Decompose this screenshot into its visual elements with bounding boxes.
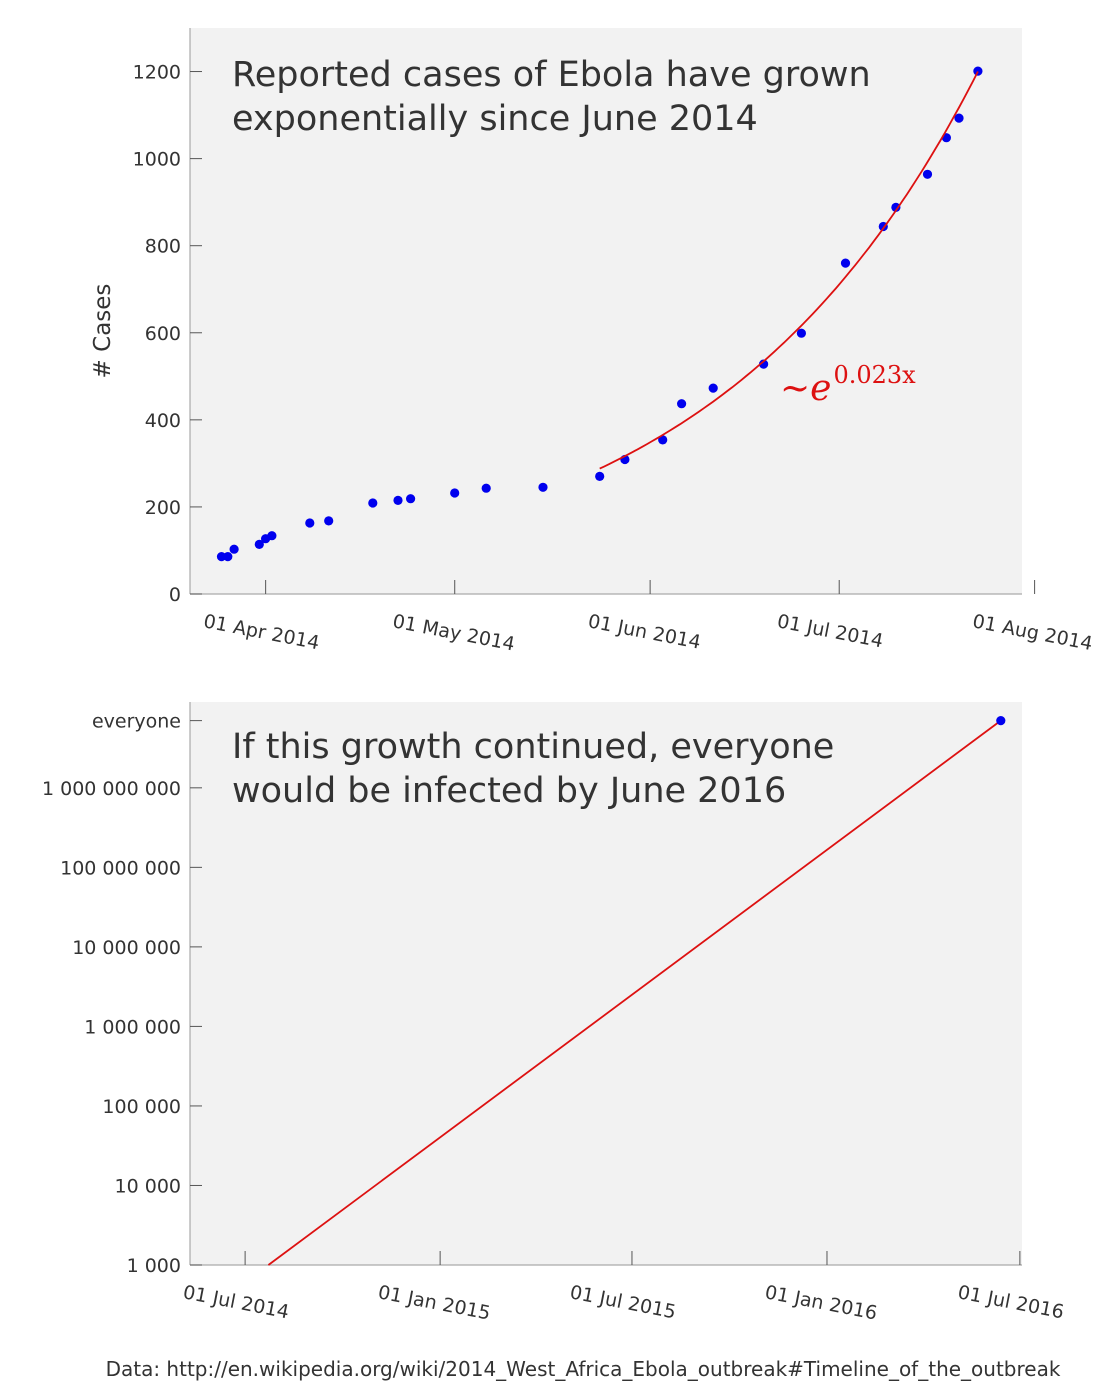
- y-tick-label: 1200: [133, 62, 181, 84]
- data-point: [840, 258, 851, 268]
- growth-rate-annotation: ~e0.023x: [780, 361, 916, 409]
- cases-linear-chart: 0 200 400 600 800 1000 1200 01 Apr 2014 01 May 2…: [90, 28, 1094, 656]
- x-tick-label: 01 Jul 2014: [775, 610, 885, 652]
- data-point: [254, 539, 264, 550]
- data-point: [324, 516, 334, 526]
- x-tick-label: 01 Jul 2015: [568, 1281, 678, 1323]
- y-tick-label: 100 000: [102, 1096, 181, 1118]
- x-tick-label: 01 May 2014: [391, 610, 517, 655]
- plot-area: [190, 28, 1022, 594]
- x-tick-label: 01 Jul 2016: [956, 1281, 1066, 1323]
- data-point: [891, 202, 901, 212]
- annotation-exponent: 0.023x: [833, 361, 916, 389]
- y-tick-label: 1 000 000: [84, 1016, 181, 1038]
- y-tick-label: 1 000: [127, 1255, 181, 1277]
- series-line: [599, 71, 979, 470]
- y-tick-label: 10 000: [115, 1175, 181, 1197]
- y-tick-label: 100 000 000: [60, 857, 181, 879]
- y-tick-label: 400: [145, 410, 181, 432]
- data-point: [996, 716, 1006, 726]
- data-point: [229, 544, 239, 554]
- y-tick-label: 1000: [133, 149, 181, 171]
- y-tick-label: 10 000 000: [72, 937, 181, 959]
- y-tick-label: 600: [145, 323, 181, 345]
- data-point: [216, 552, 227, 562]
- data-point: [677, 399, 687, 409]
- data-point: [406, 494, 416, 504]
- x-tick-label: 01 Jan 2016: [763, 1281, 879, 1324]
- data-point: [368, 498, 378, 508]
- x-tick-label: 01 Jan 2015: [376, 1281, 492, 1324]
- data-point: [305, 518, 315, 528]
- data-point: [481, 483, 491, 493]
- data-point: [223, 552, 233, 562]
- y-tick-label: 1 000 000 000: [42, 778, 181, 800]
- y-tick-label: 200: [145, 497, 181, 519]
- data-source-note: Data: http://en.wikipedia.org/wiki/2014_…: [105, 1357, 1061, 1381]
- y-tick-label: 0: [169, 584, 181, 606]
- x-tick-label: 01 Jul 2014: [181, 1281, 291, 1323]
- x-tick-label: 01 Aug 2014: [971, 610, 1095, 655]
- series-line: [267, 719, 1002, 1266]
- y-tick-label: everyone: [92, 711, 181, 733]
- chart-title-line: would be infected by June 2016: [232, 771, 786, 811]
- data-point: [973, 66, 983, 76]
- chart-title-line: Reported cases of Ebola have grown: [232, 55, 871, 95]
- y-axis-title: # Cases: [90, 284, 116, 379]
- x-tick-label: 01 Apr 2014: [202, 610, 322, 654]
- x-tick-label: 01 Jun 2014: [586, 610, 702, 653]
- data-point: [922, 169, 933, 179]
- chart-title-line: If this growth continued, everyone: [232, 727, 834, 767]
- chart-title-line: exponentially since June 2014: [232, 99, 758, 139]
- data-point: [450, 488, 460, 498]
- data-point: [759, 359, 769, 369]
- plot-area: [190, 702, 1022, 1265]
- data-point: [658, 435, 668, 445]
- data-point: [708, 383, 718, 393]
- data-point: [538, 482, 548, 492]
- y-tick-label: 800: [145, 236, 181, 258]
- data-point: [267, 531, 277, 541]
- annotation-base: ~e: [780, 368, 831, 409]
- cases-projection-log-chart: 1 000 10 000 100 000 1 000 000 10 000 000 100…: [42, 702, 1066, 1325]
- data-point: [595, 471, 605, 481]
- data-point: [954, 113, 964, 123]
- data-point: [796, 328, 807, 338]
- data-point: [393, 495, 403, 505]
